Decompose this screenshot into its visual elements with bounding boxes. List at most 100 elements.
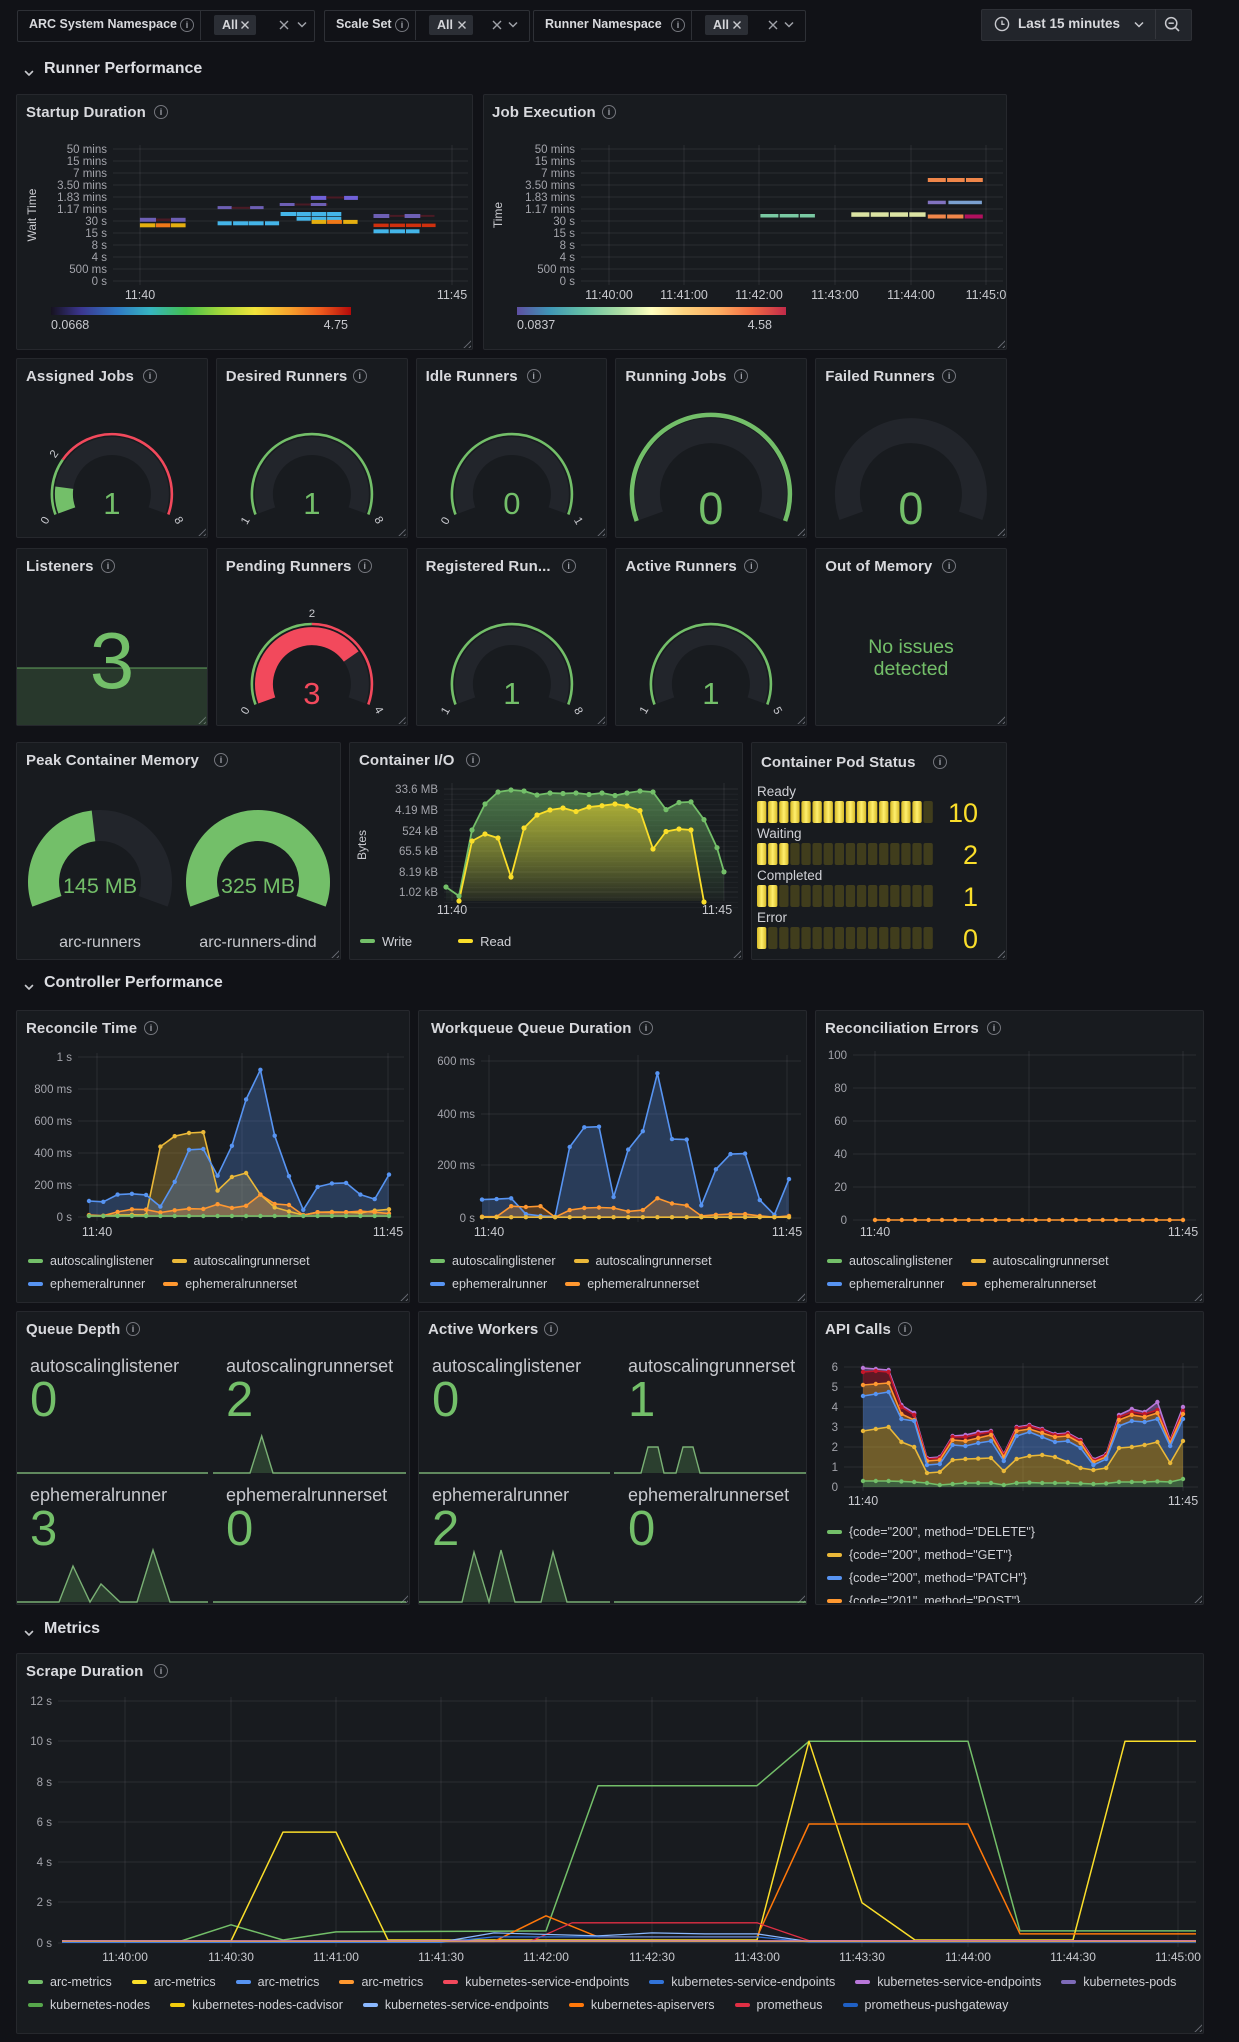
svg-text:3: 3 [90, 616, 134, 705]
svg-text:11:40: 11:40 [437, 903, 467, 917]
svg-text:500 ms: 500 ms [69, 264, 107, 276]
svg-text:11:40:00: 11:40:00 [585, 288, 633, 302]
svg-text:11:43:30: 11:43:30 [839, 1950, 885, 1964]
svg-text:11:40:00: 11:40:00 [102, 1950, 148, 1964]
svg-text:1: 1 [303, 486, 320, 521]
svg-text:400 ms: 400 ms [34, 1148, 72, 1160]
svg-text:4.19 MB: 4.19 MB [395, 805, 438, 817]
svg-text:100: 100 [828, 1050, 847, 1062]
svg-text:11:44:00: 11:44:00 [945, 1950, 991, 1964]
svg-text:8: 8 [171, 515, 185, 527]
svg-text:500 ms: 500 ms [537, 264, 575, 276]
svg-text:0: 0 [239, 705, 253, 717]
svg-text:0.0837: 0.0837 [517, 318, 555, 332]
svg-text:Bytes: Bytes [355, 830, 369, 860]
svg-text:11:41:00: 11:41:00 [313, 1950, 359, 1964]
svg-text:1: 1 [439, 705, 453, 717]
svg-text:11:40: 11:40 [125, 288, 155, 302]
svg-text:4: 4 [832, 1402, 839, 1414]
svg-text:30 s: 30 s [553, 216, 575, 228]
svg-text:Error: Error [757, 910, 788, 925]
svg-text:600 ms: 600 ms [34, 1116, 72, 1128]
svg-text:0.0668: 0.0668 [51, 318, 89, 332]
svg-text:3: 3 [303, 676, 320, 711]
svg-text:600 ms: 600 ms [437, 1056, 475, 1068]
svg-text:8 s: 8 s [560, 240, 576, 252]
svg-text:Wait Time: Wait Time [25, 188, 39, 241]
svg-text:200 ms: 200 ms [34, 1180, 72, 1192]
svg-text:0 s: 0 s [37, 1938, 53, 1950]
svg-text:0 s: 0 s [92, 276, 108, 288]
svg-text:8 s: 8 s [92, 240, 108, 252]
svg-text:80: 80 [834, 1083, 847, 1095]
svg-text:0: 0 [503, 486, 520, 521]
svg-text:1 s: 1 s [57, 1052, 73, 1064]
svg-text:2 s: 2 s [37, 1897, 53, 1909]
svg-text:1.83 mins: 1.83 mins [525, 192, 575, 204]
svg-text:1: 1 [239, 515, 253, 527]
svg-text:4 s: 4 s [37, 1857, 53, 1869]
svg-text:11:45:0: 11:45:0 [966, 288, 1007, 302]
svg-text:325 MB: 325 MB [221, 874, 295, 898]
svg-text:1: 1 [963, 882, 978, 912]
svg-text:50 mins: 50 mins [67, 144, 108, 156]
svg-text:4 s: 4 s [560, 252, 576, 264]
svg-text:11:45: 11:45 [1168, 1494, 1198, 1508]
svg-text:12 s: 12 s [30, 1696, 52, 1708]
svg-text:0: 0 [963, 924, 978, 954]
svg-text:10 s: 10 s [30, 1736, 52, 1748]
svg-text:6 s: 6 s [37, 1817, 53, 1829]
svg-text:2: 2 [963, 840, 978, 870]
svg-text:6: 6 [832, 1362, 838, 1374]
svg-text:2: 2 [832, 1442, 838, 1454]
svg-text:40: 40 [834, 1149, 847, 1161]
svg-text:400 ms: 400 ms [437, 1109, 475, 1121]
svg-text:145 MB: 145 MB [63, 874, 137, 898]
svg-text:60: 60 [834, 1116, 847, 1128]
svg-text:20: 20 [834, 1182, 847, 1194]
svg-text:1.83 mins: 1.83 mins [57, 192, 107, 204]
svg-text:4.75: 4.75 [324, 318, 348, 332]
svg-text:1: 1 [638, 705, 652, 717]
svg-text:0: 0 [39, 515, 53, 527]
svg-text:1: 1 [832, 1462, 838, 1474]
svg-text:4.58: 4.58 [748, 318, 772, 332]
svg-text:11:45:00: 11:45:00 [1155, 1950, 1201, 1964]
svg-text:11:43:00: 11:43:00 [811, 288, 859, 302]
svg-text:1: 1 [503, 676, 520, 711]
svg-text:11:40: 11:40 [848, 1494, 878, 1508]
svg-text:4: 4 [371, 705, 385, 717]
svg-text:15 mins: 15 mins [535, 156, 576, 168]
svg-text:3.50 mins: 3.50 mins [57, 180, 107, 192]
svg-text:11:41:30: 11:41:30 [418, 1950, 464, 1964]
svg-text:0: 0 [832, 1482, 838, 1494]
svg-text:15 s: 15 s [85, 228, 107, 240]
svg-text:1: 1 [571, 515, 585, 527]
svg-text:1.17 mins: 1.17 mins [57, 204, 107, 216]
svg-text:10: 10 [948, 798, 978, 828]
svg-text:8: 8 [571, 705, 585, 717]
svg-text:11:41:00: 11:41:00 [660, 288, 708, 302]
svg-text:11:42:00: 11:42:00 [523, 1950, 569, 1964]
svg-text:0: 0 [439, 515, 453, 527]
svg-text:11:45: 11:45 [772, 1225, 802, 1239]
svg-text:3: 3 [832, 1422, 838, 1434]
svg-text:11:42:30: 11:42:30 [629, 1950, 675, 1964]
svg-text:11:42:00: 11:42:00 [735, 288, 783, 302]
svg-text:11:40:30: 11:40:30 [208, 1950, 254, 1964]
svg-text:11:44:00: 11:44:00 [887, 288, 935, 302]
svg-text:1.02 kB: 1.02 kB [399, 887, 438, 899]
svg-text:1: 1 [103, 486, 120, 521]
svg-text:1: 1 [703, 676, 720, 711]
svg-text:Completed: Completed [757, 868, 822, 883]
svg-text:7 mins: 7 mins [541, 168, 575, 180]
svg-text:33.6 MB: 33.6 MB [395, 784, 438, 796]
svg-text:200 ms: 200 ms [437, 1160, 475, 1172]
svg-text:30 s: 30 s [85, 216, 107, 228]
svg-text:15 s: 15 s [553, 228, 575, 240]
svg-text:800 ms: 800 ms [34, 1084, 72, 1096]
svg-text:11:40: 11:40 [474, 1225, 504, 1239]
svg-text:0 s: 0 s [460, 1213, 476, 1225]
svg-text:0: 0 [841, 1215, 847, 1227]
svg-text:0 s: 0 s [560, 276, 576, 288]
